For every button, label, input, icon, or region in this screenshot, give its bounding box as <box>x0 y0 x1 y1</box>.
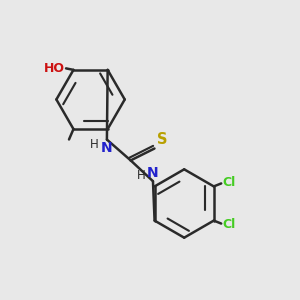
Text: Cl: Cl <box>223 218 236 231</box>
Text: Cl: Cl <box>223 176 236 189</box>
Text: HO: HO <box>44 62 64 75</box>
Text: H: H <box>90 138 99 152</box>
Text: N: N <box>147 166 159 180</box>
Text: H: H <box>137 169 146 182</box>
Text: N: N <box>101 141 113 155</box>
Text: S: S <box>157 132 167 147</box>
